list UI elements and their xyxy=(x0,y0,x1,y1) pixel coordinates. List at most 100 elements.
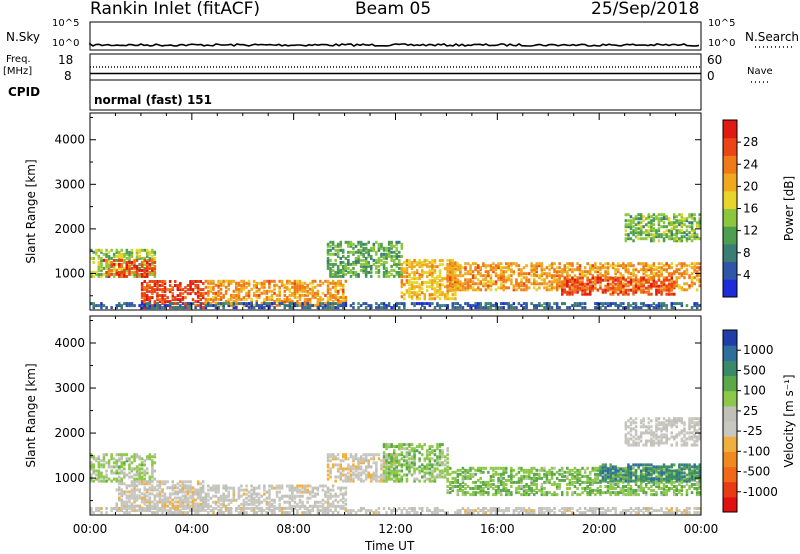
data-cell xyxy=(301,289,304,293)
data-cell xyxy=(566,474,569,478)
data-cell xyxy=(561,292,564,296)
data-cell xyxy=(482,466,485,470)
data-cell xyxy=(647,276,650,280)
data-cell xyxy=(596,302,600,306)
data-cell xyxy=(639,282,643,286)
data-cell xyxy=(578,304,582,308)
data-cell xyxy=(400,479,404,483)
data-cell xyxy=(352,463,355,467)
data-cell xyxy=(494,491,498,495)
data-cell xyxy=(100,248,103,252)
data-cell xyxy=(151,480,154,484)
data-cell xyxy=(673,221,676,225)
data-cell xyxy=(494,264,498,268)
data-cell xyxy=(189,496,192,500)
data-cell xyxy=(662,282,666,286)
data-cell xyxy=(380,262,383,266)
data-cell xyxy=(441,277,444,281)
data-cell xyxy=(525,280,528,284)
data-cell xyxy=(143,280,146,283)
data-cell xyxy=(652,276,656,280)
data-cell xyxy=(530,282,533,286)
data-cell xyxy=(535,472,538,476)
data-cell xyxy=(499,262,503,266)
data-cell xyxy=(639,221,643,225)
data-cell xyxy=(352,270,355,274)
data-cell xyxy=(510,304,513,308)
data-cell xyxy=(151,459,154,463)
data-cell xyxy=(492,468,495,472)
data-cell xyxy=(130,270,134,274)
data-cell xyxy=(214,304,218,308)
data-cell xyxy=(660,274,663,278)
data-cell xyxy=(533,472,536,476)
data-cell xyxy=(690,217,694,221)
data-cell xyxy=(311,295,314,299)
data-cell xyxy=(650,286,653,290)
data-cell xyxy=(255,492,258,496)
data-cell xyxy=(255,500,258,504)
data-cell xyxy=(97,260,101,264)
data-cell xyxy=(176,482,180,486)
data-cell xyxy=(441,304,444,308)
data-cell xyxy=(143,459,146,463)
data-cell xyxy=(393,471,396,475)
data-cell xyxy=(97,304,101,308)
data-cell xyxy=(563,284,566,288)
data-cell xyxy=(339,244,342,248)
data-cell xyxy=(204,299,208,303)
data-cell xyxy=(619,302,622,306)
data-cell xyxy=(329,252,332,256)
data-cell xyxy=(151,304,154,308)
data-cell xyxy=(293,488,297,492)
data-cell xyxy=(535,262,538,266)
data-cell xyxy=(421,261,424,265)
data-cell xyxy=(673,239,676,243)
data-cell xyxy=(202,282,205,285)
data-cell xyxy=(690,221,694,225)
data-cell xyxy=(665,215,668,219)
data-cell xyxy=(118,475,121,479)
data-cell xyxy=(296,299,299,303)
data-cell xyxy=(357,467,360,471)
data-cell xyxy=(624,290,628,294)
data-cell xyxy=(573,274,577,278)
data-cell xyxy=(487,487,490,490)
data-cell xyxy=(619,290,622,294)
data-cell xyxy=(619,286,622,290)
data-cell xyxy=(97,266,101,270)
data-cell xyxy=(624,270,628,274)
data-cell xyxy=(153,260,157,264)
data-cell xyxy=(199,280,202,283)
data-cell xyxy=(219,291,223,295)
data-cell xyxy=(112,254,116,258)
data-cell xyxy=(680,237,684,241)
data-cell xyxy=(163,482,167,486)
data-cell xyxy=(505,493,508,497)
data-cell xyxy=(499,489,503,492)
data-cell xyxy=(135,467,139,471)
data-cell xyxy=(423,457,426,461)
data-cell xyxy=(540,266,544,270)
data-cell xyxy=(370,264,373,268)
data-cell xyxy=(296,484,299,488)
data-cell xyxy=(596,480,600,484)
data-cell xyxy=(693,231,696,235)
data-cell xyxy=(319,504,322,508)
data-cell xyxy=(477,466,480,470)
data-cell xyxy=(324,492,327,496)
data-cell xyxy=(553,491,556,495)
data-cell xyxy=(293,291,297,295)
data-cell xyxy=(497,485,500,488)
data-cell xyxy=(372,461,376,465)
data-cell xyxy=(505,468,508,472)
data-cell xyxy=(156,480,159,484)
data-cell xyxy=(151,492,154,496)
data-cell xyxy=(326,500,330,504)
data-cell xyxy=(451,282,454,286)
data-cell xyxy=(118,302,121,306)
data-cell xyxy=(581,282,584,286)
data-cell xyxy=(652,213,656,217)
data-cell xyxy=(280,484,284,488)
data-cell xyxy=(102,272,106,276)
